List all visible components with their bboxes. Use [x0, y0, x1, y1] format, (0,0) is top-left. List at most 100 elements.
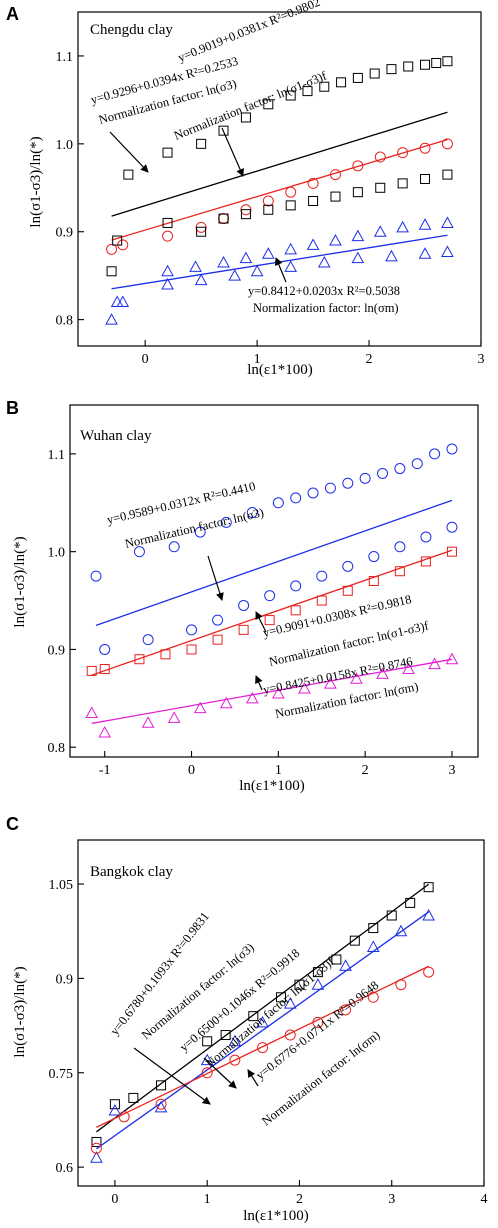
point-b-0-4	[220, 516, 232, 528]
panel-title-c: Bangkok clay	[90, 864, 173, 880]
point-a-0-17	[442, 56, 453, 67]
point-c-1-11	[422, 908, 435, 921]
point-a-1-11	[374, 151, 386, 163]
point-a-2-5	[263, 204, 274, 215]
point-a-3-8	[306, 238, 320, 250]
y-axis-label-b: ln(σ1-σ3)/ln(*)	[12, 536, 28, 627]
fit-line-a-1	[111, 139, 448, 241]
point-b-2-8	[290, 605, 301, 616]
fit-line-c-2	[96, 965, 429, 1128]
point-a-3-14	[441, 216, 454, 228]
point-b-0-8	[307, 487, 319, 499]
point-a-1-7	[285, 186, 297, 198]
norm-label-a-3: Normalization factor: ln(σm)	[253, 301, 399, 315]
x-tick-label-b-3: 2	[362, 763, 369, 778]
x-tick-label-c-0: 0	[111, 1192, 118, 1207]
point-c-1-4	[228, 1034, 242, 1047]
point-a-0-9	[319, 81, 330, 92]
point-b-0-1	[133, 546, 145, 558]
point-a-1-9	[329, 169, 341, 181]
x-tick-label-c-2: 2	[296, 1192, 303, 1207]
point-a-4-4	[250, 264, 264, 277]
point-a-3-2	[161, 264, 174, 277]
x-tick-label-a-0: 0	[142, 352, 149, 367]
point-b-3-6	[245, 691, 259, 704]
equation-a-2: y=0.9019+0.0381x R²=0.9802	[176, 0, 322, 65]
y-tick-label-c-3: 1.05	[49, 878, 74, 893]
point-b-1-10	[394, 541, 406, 553]
point-c-2-7	[312, 1016, 324, 1028]
y-tick-label-a-3: 1.1	[56, 50, 74, 65]
point-b-0-14	[411, 458, 423, 470]
y-tick-label-c-2: 0.9	[56, 972, 74, 987]
point-a-2-8	[330, 191, 341, 202]
point-c-2-4	[229, 1054, 241, 1066]
panel-letter-c: C	[6, 814, 19, 834]
arrow-a-2	[221, 127, 244, 177]
point-a-3-3	[189, 260, 202, 272]
point-b-0-5	[246, 507, 258, 519]
arrow-a-3	[275, 257, 287, 283]
point-a-4-2	[194, 273, 208, 286]
y-tick-label-c-0: 0.6	[56, 1161, 74, 1176]
point-a-2-11	[397, 178, 408, 189]
y-tick-label-b-3: 1.1	[48, 448, 66, 463]
point-b-1-3	[212, 614, 224, 626]
point-c-0-6	[248, 1011, 259, 1022]
point-a-4-8	[385, 249, 398, 262]
point-a-0-5	[240, 112, 251, 123]
point-a-0-16	[431, 57, 442, 68]
point-c-1-2	[154, 1100, 168, 1113]
point-b-1-5	[264, 590, 276, 602]
y-tick-label-b-2: 1.0	[48, 546, 66, 561]
point-a-4-7	[351, 251, 365, 264]
fit-line-c-0	[96, 883, 430, 1133]
point-b-3-0	[85, 706, 99, 718]
point-a-3-0	[105, 313, 118, 325]
point-c-0-5	[220, 1030, 231, 1041]
point-b-3-12	[402, 662, 415, 674]
point-c-0-10	[331, 954, 342, 965]
x-tick-label-b-4: 3	[448, 763, 455, 778]
point-a-0-11	[352, 72, 363, 83]
point-c-1-5	[256, 1015, 269, 1028]
axes-c: 0 1 2 3 4 0.6 0.75 0.9 1.05	[49, 878, 488, 1207]
point-b-2-11	[368, 576, 379, 586]
marks-a	[105, 56, 454, 325]
point-a-2-7	[308, 195, 319, 206]
point-c-1-6	[283, 997, 297, 1009]
point-a-0-0	[106, 266, 117, 277]
point-b-0-2	[168, 541, 180, 553]
y-axis-label-c: ln(σ1-σ3)/ln(*)	[12, 966, 28, 1057]
arrow-c-3	[247, 1069, 259, 1087]
point-a-4-0	[110, 295, 124, 308]
point-b-1-7	[316, 570, 328, 582]
point-c-2-5	[257, 1042, 269, 1054]
y-tick-label-c-1: 0.75	[49, 1067, 74, 1082]
point-b-0-13	[394, 463, 406, 475]
point-a-2-1	[162, 217, 173, 228]
point-c-0-11	[349, 935, 360, 946]
point-b-0-10	[342, 477, 354, 489]
point-b-2-0	[86, 665, 97, 676]
x-tick-label-a-1: 1	[254, 352, 261, 367]
point-b-2-1	[99, 664, 110, 674]
point-c-1-7	[311, 978, 325, 990]
point-b-3-4	[193, 701, 207, 714]
point-c-2-2	[155, 1098, 167, 1110]
arrow-b-3	[255, 675, 263, 691]
point-a-4-6	[317, 255, 331, 268]
point-b-3-3	[167, 711, 181, 723]
point-b-3-8	[298, 682, 311, 694]
x-tick-label-b-1: 0	[188, 763, 195, 778]
point-a-1-12	[397, 147, 409, 159]
point-b-0-7	[290, 492, 302, 504]
point-b-1-1	[142, 634, 154, 646]
point-a-3-10	[351, 229, 365, 242]
point-a-0-6	[263, 99, 274, 110]
point-a-3-1	[116, 295, 130, 308]
point-a-2-10	[375, 182, 386, 193]
point-c-0-7	[276, 992, 286, 1003]
y-tick-label-b-1: 0.9	[48, 643, 66, 658]
point-a-2-6	[285, 200, 296, 211]
